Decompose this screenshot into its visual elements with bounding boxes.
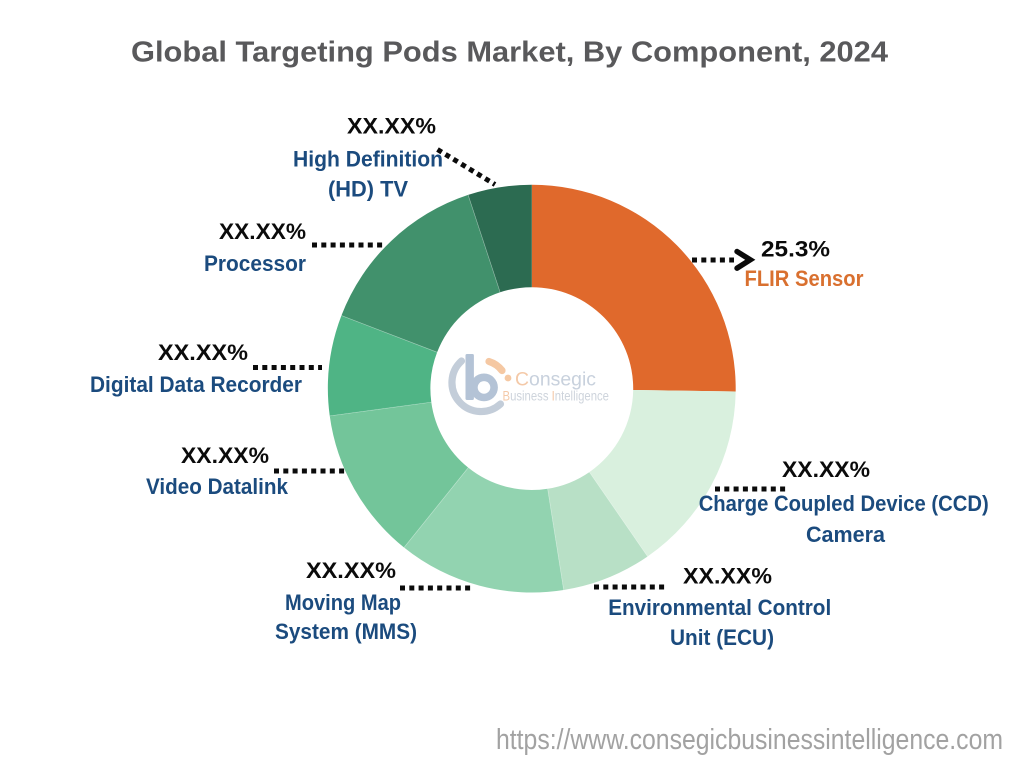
svg-text:XX.XX%: XX.XX% xyxy=(181,443,269,468)
svg-text:XX.XX%: XX.XX% xyxy=(347,113,436,138)
svg-text:https://www.consegicbusinessin: https://www.consegicbusinessintelligence… xyxy=(496,724,1003,756)
svg-text:XX.XX%: XX.XX% xyxy=(683,564,772,589)
svg-text:XX.XX%: XX.XX% xyxy=(158,340,248,365)
svg-text:System (MMS): System (MMS) xyxy=(275,619,417,644)
svg-text:XX.XX%: XX.XX% xyxy=(782,457,870,482)
svg-text:Video Datalink: Video Datalink xyxy=(146,474,289,499)
svg-text:Business Intelligence: Business Intelligence xyxy=(503,389,610,404)
svg-text:FLIR Sensor: FLIR Sensor xyxy=(745,266,864,291)
svg-text:Environmental Control: Environmental Control xyxy=(608,595,831,620)
svg-text:Charge Coupled Device (CCD): Charge Coupled Device (CCD) xyxy=(699,491,989,516)
svg-text:Consegic: Consegic xyxy=(515,370,596,391)
svg-text:High Definition: High Definition xyxy=(293,147,443,172)
svg-text:Global Targeting Pods Market,: Global Targeting Pods Market, By Compone… xyxy=(131,36,888,68)
svg-text:XX.XX%: XX.XX% xyxy=(219,219,306,244)
svg-text:25.3%: 25.3% xyxy=(761,236,830,261)
svg-text:Moving Map: Moving Map xyxy=(285,590,401,615)
svg-text:Unit (ECU): Unit (ECU) xyxy=(670,625,774,650)
svg-text:(HD) TV: (HD) TV xyxy=(328,177,408,202)
svg-text:Processor: Processor xyxy=(204,251,306,276)
svg-text:XX.XX%: XX.XX% xyxy=(306,558,396,583)
svg-text:Camera: Camera xyxy=(806,522,886,547)
svg-text:Digital Data Recorder: Digital Data Recorder xyxy=(90,372,302,397)
